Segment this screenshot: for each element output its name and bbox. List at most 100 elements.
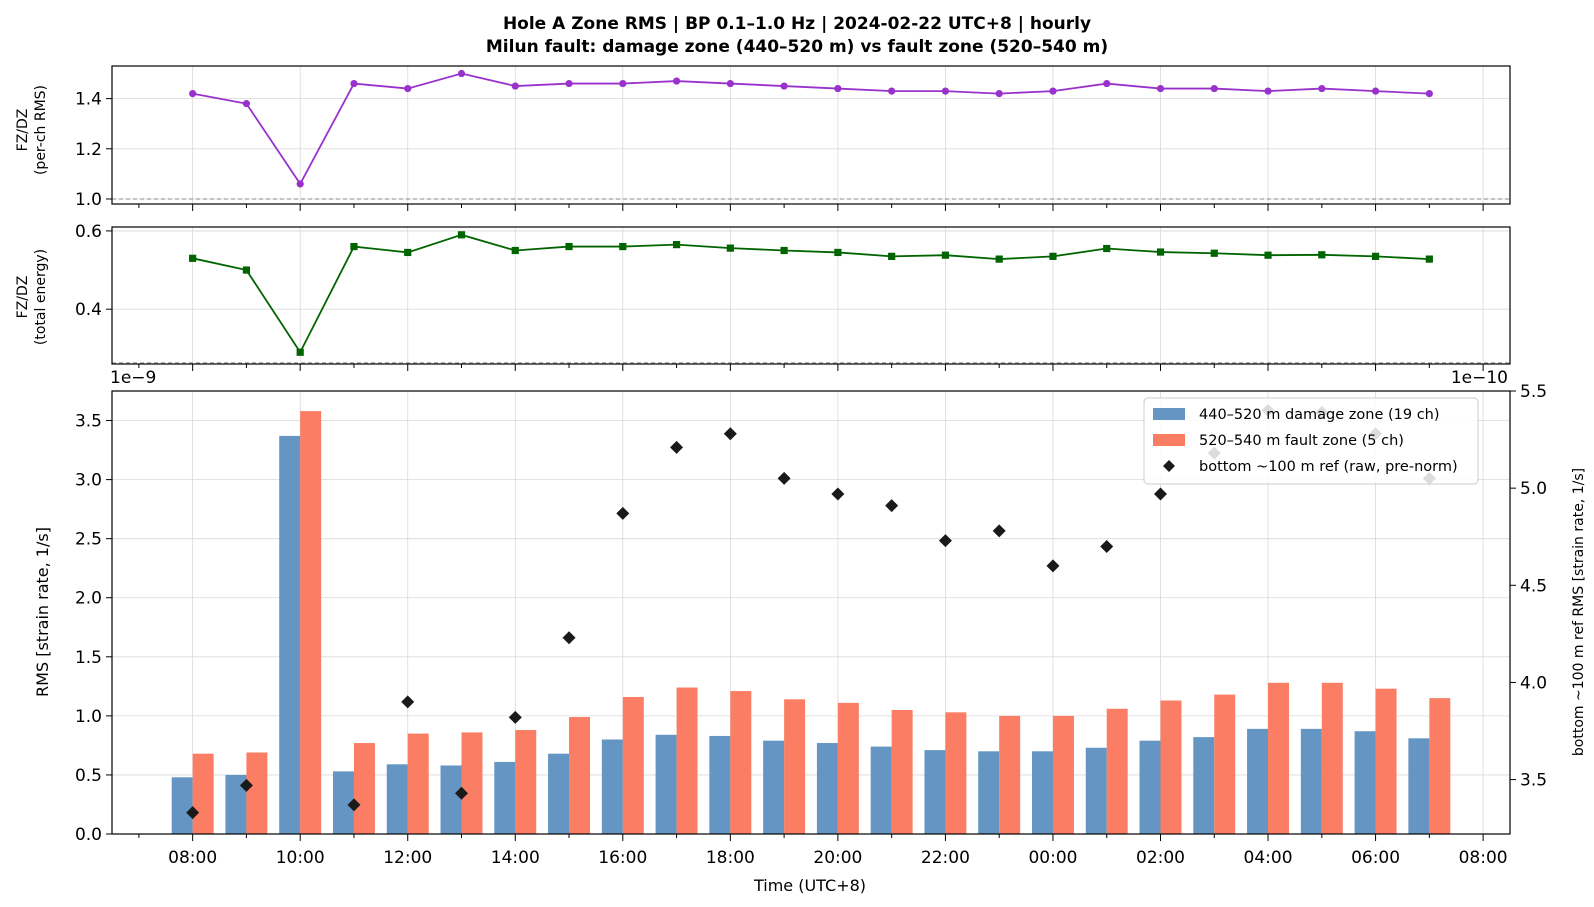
panel1-point [1049,87,1057,95]
legend: 440–520 m damage zone (19 ch) 520–540 m … [1143,397,1479,485]
panel3-frame [111,390,1511,835]
panel1-point [941,87,950,95]
panel1-point [565,79,573,88]
panel1-point [404,84,412,93]
panel1-point [350,79,358,88]
damage-zone-bar [870,746,892,834]
xtick-label: 20:00 [813,848,862,868]
fault-zone-bar [1052,715,1074,834]
panel2-point [941,251,950,259]
figure-title-line1: Hole A Zone RMS | BP 0.1–1.0 Hz | 2024-0… [503,14,1091,34]
bottom-ref-point [670,440,684,454]
panel2-point [726,244,734,252]
bottom-ref-point [239,778,253,792]
panel2-point [780,246,788,255]
panel3-ytick-label: 2.5 [75,530,102,550]
panel2-point [1425,255,1433,263]
legend-swatch-damage-zone [1153,408,1185,420]
panel3-ytick-label: 3.0 [75,471,102,491]
bottom-ref-point [885,499,899,513]
panel2-ylabel-line1: FZ/DZ [15,276,31,319]
panel2-point [834,248,842,257]
panel2-point [511,246,519,255]
damage-zone-bar [171,777,193,834]
panel2-point [1318,251,1326,259]
damage-zone-bar [279,435,301,834]
damage-zone-bar [494,761,516,834]
panel2-point [1264,251,1272,259]
panel2-point [1156,248,1165,256]
legend-frame [1143,397,1479,485]
damage-zone-bar [1408,738,1430,834]
panel1-point [1156,84,1165,93]
bottom-ref-point [1154,487,1167,501]
fault-zone-bar [784,699,806,834]
xtick-label: 22:00 [921,848,970,868]
damage-zone-bar [816,743,838,834]
panel3-ytick-label-right: 5.0 [1520,479,1547,499]
legend-marker-bottom-ref [1163,460,1175,472]
damage-zone-bar [225,774,247,834]
legend-label-bottom-ref: bottom ~100 m ref (raw, pre-norm) [1199,459,1458,475]
panel1-point [242,100,251,108]
panel2-point [1371,252,1380,260]
bottom-ref-point [831,487,845,501]
fault-zone-bar [1106,708,1128,834]
legend-label-damage-zone: 440–520 m damage zone (19 ch) [1199,407,1440,423]
damage-zone-bar [1085,747,1107,834]
damage-zone-bar [1354,731,1376,834]
fault-zone-bar [353,743,375,834]
panel1-point [780,82,788,90]
fault-zone-bar [1268,682,1290,834]
damage-zone-bar [655,734,677,834]
xtick-label: 00:00 [1028,848,1077,868]
xtick-label: 06:00 [1351,848,1400,868]
panel1-ytick-label: 1.4 [75,90,102,110]
panel2-ylabel-line2: (total energy) [33,249,49,345]
xtick-label: 12:00 [383,848,432,868]
panel2-series-line [192,233,1430,355]
panel1-ytick-label: 1.0 [75,190,102,210]
bottom-ref-point [777,471,791,485]
damage-zone-bar [1300,728,1322,834]
damage-zone-bar [1193,737,1215,834]
panel1-point [619,79,627,88]
bottom-ref-point [992,524,1006,538]
fault-zone-bar [622,696,644,834]
panel2-point [350,242,358,251]
panel1-point [511,82,519,90]
damage-zone-bar [440,765,462,834]
damage-zone-bar [1247,728,1269,834]
bottom-ref-point [508,710,522,724]
panel1-point [1425,90,1433,98]
panel2-point [404,248,412,257]
panel3-ytick-label: 0.5 [75,766,102,786]
xtick-label: 08:00 [1459,848,1508,868]
panel3-ylabel: RMS [strain rate, 1/s] [33,527,52,697]
bottom-ref-point [562,631,576,645]
bottom-ref-point [1046,559,1060,573]
damage-zone-bar [548,753,570,834]
panel2-point [296,348,304,356]
panel1-point [457,69,466,78]
xtick-label: 18:00 [706,848,755,868]
panel2-frame [111,226,1511,365]
panel3-ytick-label: 3.5 [75,412,102,432]
bottom-ref-point [616,506,630,520]
damage-zone-bar [1139,740,1161,834]
fault-zone-bar [407,733,429,834]
panel3-ytick-label-right: 4.0 [1520,673,1547,693]
panel1-point [1371,87,1380,95]
bottom-ref-point [1100,539,1114,553]
panel3-ytick-label: 0.0 [75,825,102,845]
panel2-ytick-label: 0.6 [75,222,102,242]
fault-zone-bar [999,715,1021,834]
fault-zone-bar [891,709,913,834]
per-channel-ratio-panel: 1.0 1.2 1.4 [75,65,1511,211]
xtick-label: 10:00 [276,848,325,868]
panel2-point [1049,252,1057,260]
figure-title-line2: Milun fault: damage zone (440–520 m) vs … [486,37,1108,57]
panel1-frame [111,65,1511,205]
panel3-ytick-label: 1.5 [75,648,102,668]
bottom-ref-point [347,798,361,812]
